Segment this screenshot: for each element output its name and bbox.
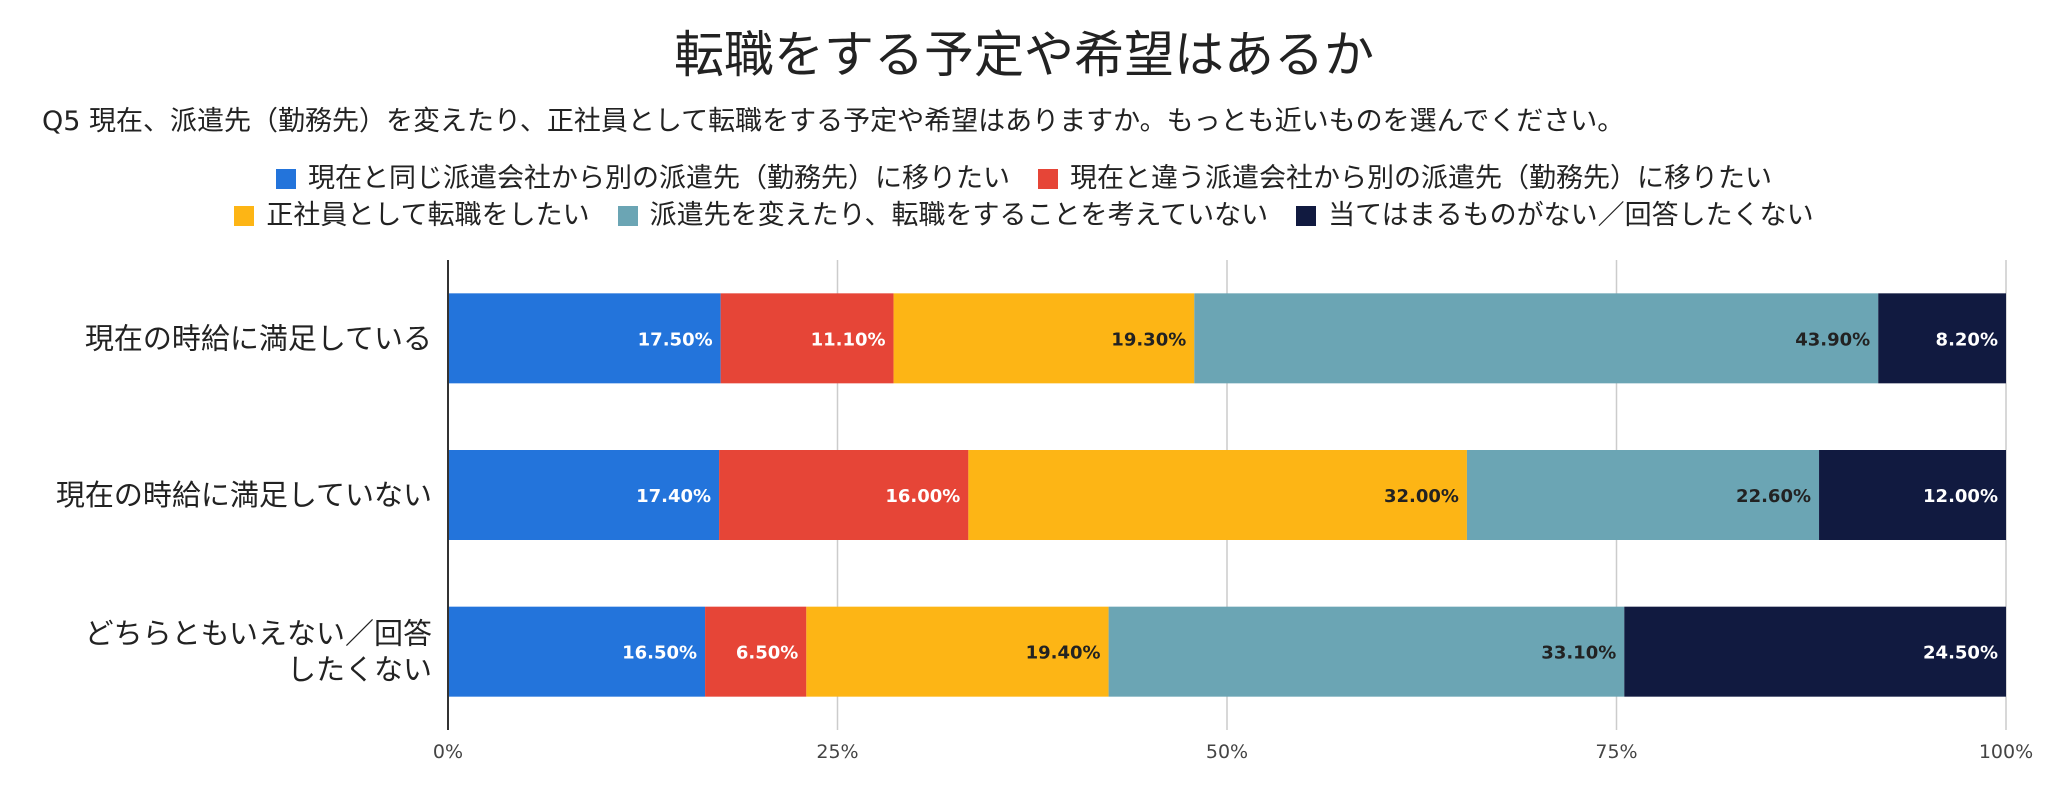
category-label-3: どちらともいえない／回答したくない — [85, 617, 432, 687]
data-label-c3-s5: 24.50% — [1923, 643, 1998, 664]
data-label-c2-s5: 12.00% — [1923, 486, 1998, 507]
data-label-c2-s3: 32.00% — [1384, 486, 1459, 507]
x-tick-label-0: 0% — [433, 741, 463, 763]
bar-c3-s2 — [705, 606, 807, 697]
chart-title: 転職をする予定や希望はあるか — [674, 26, 1374, 84]
data-label-c3-s2: 6.50% — [736, 643, 798, 664]
data-label-c2-s1: 17.40% — [636, 486, 711, 507]
bar-c1-s1 — [448, 293, 721, 384]
legend-swatch-series-4 — [617, 206, 638, 226]
x-tick-label-50: 50% — [1206, 741, 1248, 763]
data-label-c1-s2: 11.10% — [811, 329, 886, 350]
legend-label-series-1: 現在と同じ派遣会社から別の派遣先（勤務先）に移りたい — [308, 163, 1010, 194]
data-label-c2-s2: 16.00% — [885, 486, 960, 507]
data-label-c3-s3: 19.40% — [1026, 643, 1101, 664]
bar-c2-s3 — [968, 450, 1467, 540]
data-label-c1-s5: 8.20% — [1936, 329, 1998, 350]
legend-label-series-4: 派遣先を変えたり、転職をすることを考えていない — [649, 200, 1269, 231]
bar-c2-s2 — [719, 450, 969, 540]
legend-row-2: 正社員として転職をしたい 派遣先を変えたり、転職をすることを考えていない 当ては… — [0, 197, 2048, 235]
legend-item-series-2: 現在と違う派遣会社から別の派遣先（勤務先）に移りたい — [1038, 160, 1772, 198]
bar-c1-s4 — [1194, 293, 1879, 384]
data-label-c1-s4: 43.90% — [1795, 329, 1870, 350]
legend-item-series-1: 現在と同じ派遣会社から別の派遣先（勤務先）に移りたい — [276, 160, 1010, 198]
x-tick-label-100: 100% — [1979, 741, 2033, 763]
legend-label-series-3: 正社員として転職をしたい — [266, 200, 590, 231]
bar-c2-s1 — [448, 450, 720, 540]
legend-item-series-4: 派遣先を変えたり、転職をすることを考えていない — [617, 197, 1269, 235]
legend-item-series-5: 当てはまるものがない／回答したくない — [1296, 197, 1814, 235]
legend-item-series-3: 正社員として転職をしたい — [234, 197, 590, 235]
bar-c1-s2 — [720, 293, 894, 384]
chart-subtitle: Q5 現在、派遣先（勤務先）を変えたり、正社員として転職をする予定や希望はありま… — [42, 106, 1625, 137]
legend-label-series-2: 現在と違う派遣会社から別の派遣先（勤務先）に移りたい — [1070, 163, 1772, 194]
x-tick-label-75: 75% — [1595, 741, 1637, 763]
bar-c2-s4 — [1466, 450, 1820, 540]
category-label-2: 現在の時給に満足していない — [56, 478, 432, 512]
x-tick-label-25: 25% — [816, 741, 858, 763]
data-label-c1-s1: 17.50% — [638, 329, 713, 350]
bar-c3-s3 — [806, 606, 1109, 697]
data-label-c1-s3: 19.30% — [1111, 329, 1186, 350]
legend-swatch-series-1 — [276, 169, 296, 189]
bar-c3-s5 — [1624, 606, 2006, 697]
bar-c1-s3 — [893, 293, 1195, 384]
bar-c1-s5 — [1878, 293, 2006, 384]
legend-label-series-5: 当てはまるものがない／回答したくない — [1328, 200, 1814, 231]
legend-swatch-series-3 — [234, 206, 255, 226]
bar-c3-s1 — [448, 606, 706, 697]
data-label-c3-s1: 16.50% — [622, 643, 697, 664]
data-label-c2-s4: 22.60% — [1736, 486, 1811, 507]
category-label-1: 現在の時給に満足している — [85, 321, 432, 355]
bar-c3-s4 — [1108, 606, 1625, 697]
bar-c2-s5 — [1819, 450, 2006, 540]
legend-swatch-series-5 — [1296, 206, 1317, 226]
legend-swatch-series-2 — [1038, 169, 1058, 189]
legend: 現在と同じ派遣会社から別の派遣先（勤務先）に移りたい 現在と違う派遣会社から別の… — [0, 160, 2048, 198]
data-label-c3-s4: 33.10% — [1541, 643, 1616, 664]
